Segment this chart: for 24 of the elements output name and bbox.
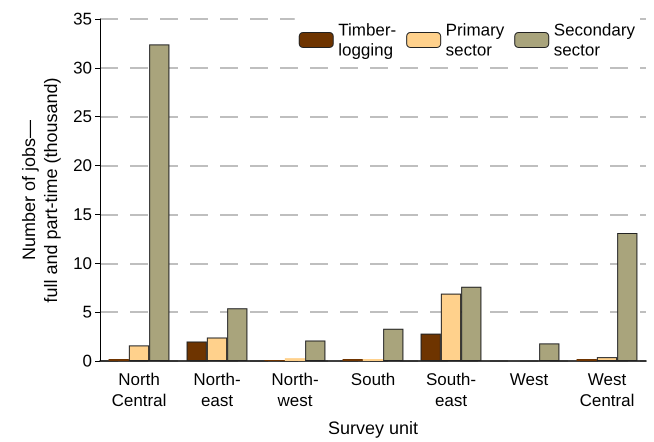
legend-label: Primary sector bbox=[446, 20, 505, 60]
x-tick-label: North- east bbox=[193, 370, 241, 410]
x-tick-label: West Central bbox=[580, 370, 634, 410]
legend-label: Secondary sector bbox=[554, 20, 636, 60]
y-tick-label: 30 bbox=[73, 58, 92, 78]
y-tick-label: 20 bbox=[73, 156, 92, 176]
x-tick-label: South- east bbox=[426, 370, 476, 410]
y-tick-label: 25 bbox=[73, 107, 92, 126]
y-axis-title: Number of jobs— full and part-time (thousand) bbox=[19, 77, 61, 303]
y-tick-label: 10 bbox=[73, 254, 92, 273]
x-tick-label: West bbox=[510, 370, 548, 389]
y-tick-label: 5 bbox=[82, 302, 92, 322]
x-tick-label: South bbox=[350, 370, 396, 389]
x-axis-title: Survey unit bbox=[328, 418, 418, 438]
x-tick-label: North Central bbox=[112, 370, 166, 410]
y-tick-label: 0 bbox=[82, 352, 92, 370]
legend-label: Timber- logging bbox=[338, 20, 396, 60]
x-tick-label: North- west bbox=[271, 370, 319, 410]
bar bbox=[284, 358, 306, 361]
bar bbox=[383, 328, 404, 361]
bar bbox=[539, 343, 560, 361]
y-tick-label: 15 bbox=[73, 204, 92, 224]
bar bbox=[305, 340, 326, 361]
y-tick-label: 35 bbox=[73, 10, 92, 28]
